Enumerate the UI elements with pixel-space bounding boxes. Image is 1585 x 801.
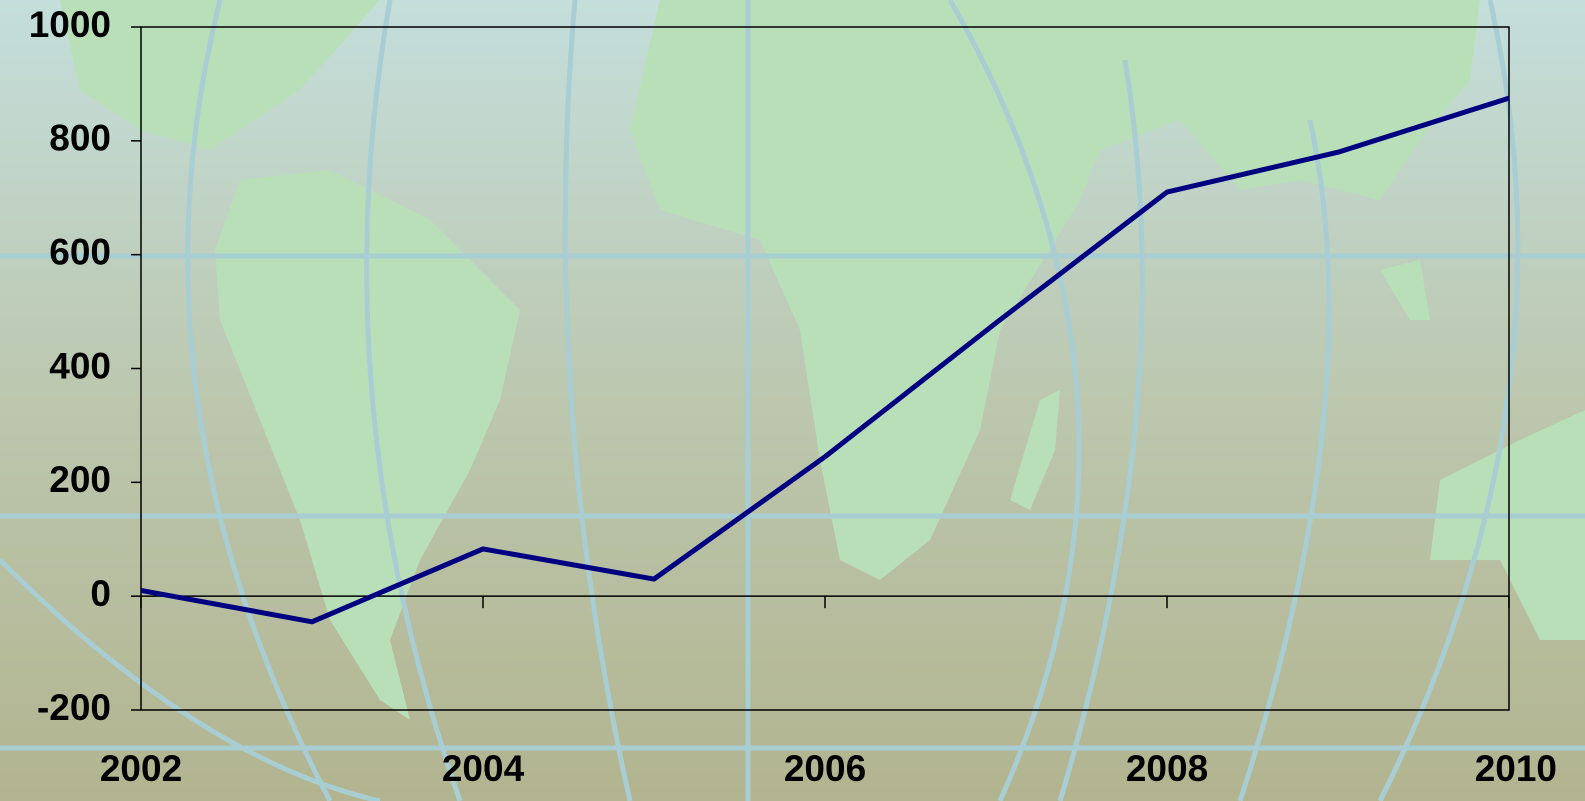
x-tick-label: 2010 [1475,748,1557,789]
x-tick-label: 2004 [442,748,525,789]
y-tick-label: 200 [49,459,111,500]
map-decoration [60,0,1585,720]
x-tick-label: 2002 [100,748,182,789]
y-tick-label: -200 [37,687,111,728]
x-tick-label: 2006 [784,748,866,789]
y-tick-label: 1000 [29,4,111,45]
y-tick-label: 0 [90,573,111,614]
y-tick-label: 600 [49,231,111,272]
y-tick-label: 800 [49,118,111,159]
x-tick-label: 2008 [1126,748,1208,789]
y-tick-label: 400 [49,345,111,386]
line-series [140,95,1510,625]
